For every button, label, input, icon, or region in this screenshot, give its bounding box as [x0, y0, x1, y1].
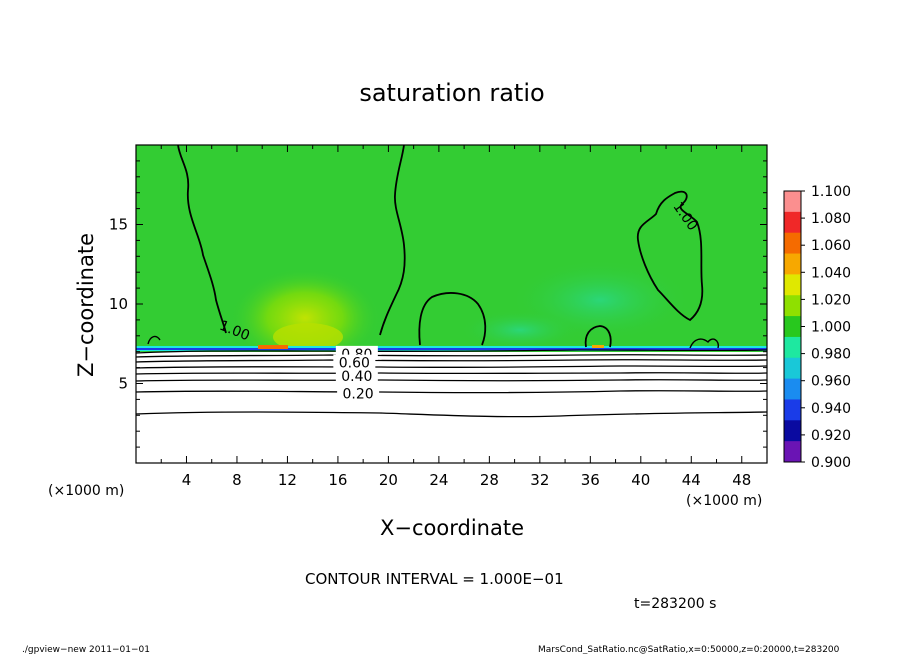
- chart-title: saturation ratio: [359, 79, 544, 107]
- footer-right: MarsCond_SatRatio.nc@SatRatio,x=0:50000,…: [538, 645, 840, 654]
- x-ticks: 4 8 12 16 20 24 28 32 36 40 44 48: [160, 145, 751, 489]
- warm-core: [273, 323, 343, 351]
- x-tick-label: 24: [429, 471, 448, 489]
- contour-interval-text: CONTOUR INTERVAL = 1.000E−01: [305, 570, 564, 588]
- colorbar-cell: [784, 191, 801, 213]
- contour-line-5: [636, 190, 704, 322]
- warm-surface-patch: [258, 345, 288, 349]
- y-axis-label: Z−coordinate: [74, 233, 98, 377]
- y-tick-label: 15: [109, 216, 128, 234]
- colorbar-label: 1.080: [811, 211, 851, 227]
- x-unit-label-right: (×1000 m): [686, 493, 762, 509]
- y-ticks: 5 10 15: [109, 160, 767, 448]
- colorbar-cell: [784, 357, 801, 380]
- colorbar: 1.100 1.080 1.060 1.040 1.020 1.000 0.980 0.960…: [783, 184, 851, 471]
- y-tick-label: 10: [109, 295, 128, 313]
- contour-line-7: [147, 335, 161, 345]
- x-unit-label: (×1000 m): [48, 483, 124, 499]
- x-tick-label: 44: [682, 471, 701, 489]
- contour-line-15: [135, 411, 768, 418]
- warm-region: [230, 268, 380, 368]
- contour-line-3: [418, 292, 487, 346]
- colorbar-label: 0.960: [811, 374, 851, 390]
- contour-line-9: [135, 354, 768, 358]
- contour-line-12: [135, 372, 768, 375]
- contour-label-bg: [335, 368, 378, 383]
- contour-label-bg: [333, 354, 376, 369]
- colorbar-cell: [784, 232, 801, 255]
- colorbar-cell: [784, 316, 801, 338]
- x-tick-label: 20: [379, 471, 398, 489]
- colorbar-cell: [784, 253, 801, 275]
- x-tick-label: 16: [328, 471, 347, 489]
- contour-line-14: [135, 390, 768, 394]
- colorbar-cell: [784, 274, 801, 296]
- contour-line-10: [135, 359, 768, 363]
- colorbar-cell: [784, 295, 801, 317]
- contour-line-8: [135, 349, 768, 354]
- x-tick-label: 40: [631, 471, 650, 489]
- colorbar-cell: [784, 336, 801, 359]
- colorbar-cell: [784, 399, 801, 421]
- colorbar-cell: [784, 211, 801, 234]
- colorbar-label: 1.000: [811, 320, 851, 336]
- x-tick-label: 8: [232, 471, 242, 489]
- colorbar-label: 0.940: [811, 401, 851, 417]
- contour-line-1: [177, 144, 227, 334]
- contour-label: 0.40: [341, 369, 372, 385]
- y-tick-label: 5: [118, 375, 128, 393]
- x-tick-label: 28: [480, 471, 499, 489]
- colorbar-label: 0.980: [811, 347, 851, 363]
- contour-line-2: [379, 144, 406, 336]
- x-axis-label: X−coordinate: [380, 516, 524, 540]
- colorbar-label: 1.100: [811, 184, 851, 200]
- x-tick-label: 12: [278, 471, 297, 489]
- x-tick-label: 36: [581, 471, 600, 489]
- colorbar-label: 1.020: [811, 292, 851, 308]
- dry-layer: [136, 352, 767, 463]
- time-label: t=283200 s: [634, 596, 716, 612]
- colorbar-label: 0.900: [811, 455, 851, 471]
- x-tick-label: 4: [182, 471, 192, 489]
- warm-surface-patch-2: [592, 345, 604, 348]
- colorbar-cell: [784, 420, 801, 442]
- contour-line-11: [135, 365, 768, 369]
- x-tick-label: 48: [732, 471, 751, 489]
- colorbar-label: 0.920: [811, 428, 851, 444]
- contour-line-6: [689, 338, 720, 349]
- contour-label: 0.20: [343, 387, 374, 403]
- footer-left: ./gpview−new 2011−01−01: [22, 645, 150, 654]
- colorbar-label: 1.060: [811, 238, 851, 254]
- colorbar-cell: [784, 441, 801, 463]
- contour-line-4: [584, 325, 612, 348]
- colorbar-label: 1.040: [811, 265, 851, 281]
- cool-region-2: [460, 310, 580, 350]
- contour-label-bg: [337, 385, 380, 400]
- colorbar-cell: [784, 378, 801, 400]
- contour-label: 0.60: [339, 356, 370, 372]
- x-tick-label: 32: [530, 471, 549, 489]
- contour-line-13: [135, 379, 768, 382]
